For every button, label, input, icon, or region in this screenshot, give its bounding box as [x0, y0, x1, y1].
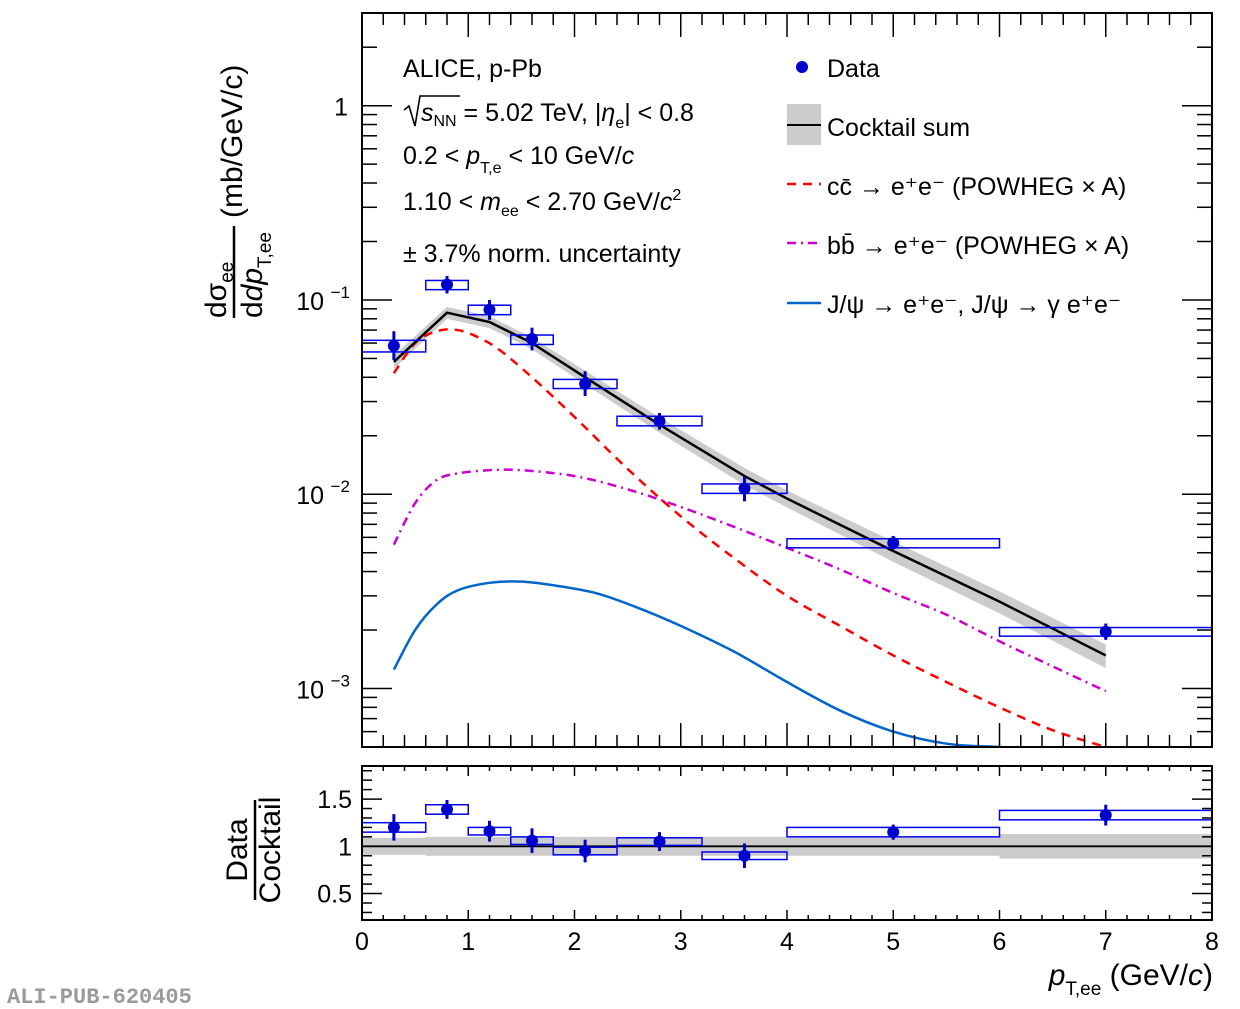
ylabel-num: dσ: [200, 282, 233, 318]
data-points: [361, 275, 1213, 640]
x-axis-title: pT,ee (GeV/c): [1048, 959, 1213, 1000]
data-marker: [653, 415, 666, 428]
data-point: [361, 331, 427, 361]
x-tick-label: 1: [461, 928, 475, 956]
ratio-point: [786, 824, 1001, 840]
x-tick-label: 5: [886, 928, 900, 956]
annotation-electron-pt: 0.2 < pT,e < 10 GeV/c: [403, 142, 635, 177]
data-marker: [441, 278, 453, 291]
data-point: [425, 275, 469, 294]
ratio-y-tick-label: 1: [338, 833, 352, 861]
ratio-point: [425, 800, 469, 819]
y-tick-exponent: −1: [331, 283, 350, 302]
y-tick-exponent: −2: [331, 477, 350, 496]
ratio-uncertainty-band: [362, 834, 1212, 859]
ylabel-den-sub: T,ee: [255, 232, 276, 268]
svg-text:bb̄ → e⁺e⁻ (POWHEG × A): bb̄ → e⁺e⁻ (POWHEG × A): [827, 232, 1129, 260]
annotation-energy: sNN = 5.02 TeV, |ηe| < 0.8: [403, 95, 694, 132]
data-marker: [738, 482, 751, 495]
annotation-block: ALICE, p-Pb sNN = 5.02 TeV, |ηe| < 0.8 0…: [403, 55, 694, 268]
data-point: [552, 371, 618, 397]
ratio-marker: [526, 834, 538, 847]
ratio-data-points: [361, 800, 1213, 869]
ratio-point: [467, 820, 512, 842]
annotation-experiment: ALICE, p-Pb: [403, 55, 542, 83]
ratio-marker: [738, 849, 751, 862]
ratio-point: [510, 828, 554, 853]
y-tick-label: 10: [296, 482, 324, 510]
jpsi-curve: [392, 580, 1023, 747]
svg-text:Cocktail sum: Cocktail sum: [827, 114, 970, 142]
data-marker: [1099, 625, 1112, 638]
svg-text:ddpT,ee: ddpT,ee: [236, 232, 276, 318]
data-marker: [579, 377, 592, 390]
x-tick-label: 6: [993, 928, 1007, 956]
ratio-point: [701, 843, 788, 869]
x-tick-label: 3: [674, 928, 688, 956]
ratio-point: [361, 814, 427, 841]
y-tick-exponent: −3: [331, 672, 350, 691]
svg-text:dσee: dσee: [200, 262, 238, 318]
svg-text:J/ψ → e⁺e⁻, J/ψ → γ e⁺e⁻: J/ψ → e⁺e⁻, J/ψ → γ e⁺e⁻: [827, 291, 1121, 319]
ylabel-den: dp: [236, 268, 269, 301]
top-panel-axes: 1 10 −1 10 −2 10 −3: [296, 12, 1213, 748]
ratio-marker: [579, 845, 592, 858]
top-y-axis-label: dσee ddpT,ee (mb/GeV/c): [200, 65, 276, 318]
sqrt-symbol: [403, 95, 460, 127]
svg-text:cc̄ → e⁺e⁻ (POWHEG × A): cc̄ → e⁺e⁻ (POWHEG × A): [827, 173, 1126, 201]
legend: Data Cocktail sum cc̄ → e⁺e⁻ (POWHEG × A…: [787, 55, 1129, 319]
annotation-mass-range: 1.10 < mee < 2.70 GeV/c2: [403, 187, 681, 220]
legend-entry-cocktail: Cocktail sum: [787, 104, 970, 145]
ratio-label-den: Cocktail: [254, 797, 287, 904]
bbbar-curve: [392, 468, 1107, 693]
model-curves: [392, 311, 1107, 747]
legend-marker-data: [796, 61, 808, 73]
data-point: [510, 327, 554, 351]
x-tick-label: 7: [1099, 928, 1113, 956]
y-tick-label: 10: [296, 288, 324, 316]
x-tick-label: 2: [568, 928, 582, 956]
ylabel-den-d: d: [236, 301, 269, 318]
svg-text:sNN = 5.02 TeV, |ηe| < 0.8: sNN = 5.02 TeV, |ηe| < 0.8: [421, 99, 694, 132]
ratio-label-num: Data: [221, 818, 254, 882]
data-marker: [887, 537, 900, 550]
ratio-marker: [441, 803, 453, 816]
ylabel-unit: (mb/GeV/c): [216, 65, 249, 218]
ratio-marker: [387, 821, 400, 834]
legend-entry-ccbar: cc̄ → e⁺e⁻ (POWHEG × A): [787, 173, 1126, 201]
annotation-norm-uncertainty: ± 3.7% norm. uncertainty: [403, 240, 681, 268]
ccbar-curve: [392, 328, 1107, 747]
data-marker: [387, 339, 400, 352]
ratio-point: [616, 832, 703, 852]
legend-entry-data: Data: [796, 55, 880, 83]
bottom-y-axis-label: Data Cocktail: [221, 797, 287, 904]
data-marker: [483, 303, 496, 316]
data-point: [786, 535, 1001, 550]
ratio-marker: [653, 835, 666, 848]
ratio-marker: [1099, 809, 1112, 822]
legend-entry-jpsi: J/ψ → e⁺e⁻, J/ψ → γ e⁺e⁻: [787, 291, 1121, 319]
data-point: [616, 412, 703, 430]
ratio-y-tick-label: 0.5: [317, 881, 352, 909]
y-tick-label: 10: [296, 677, 324, 705]
data-point: [467, 299, 512, 320]
y-tick-label: 1: [334, 94, 348, 122]
ratio-marker: [887, 826, 900, 839]
x-tick-label: 0: [355, 928, 369, 956]
data-marker: [526, 332, 538, 345]
ratio-y-tick-label: 1.5: [317, 786, 352, 814]
svg-text:Data: Data: [827, 55, 880, 83]
bottom-panel-axes: 0.5 1 1.5 0 1 2 3 4 5 6 7 8: [317, 765, 1219, 956]
ratio-marker: [483, 825, 496, 838]
x-tick-label: 8: [1205, 928, 1219, 956]
x-tick-label: 4: [780, 928, 794, 956]
ratio-point: [552, 839, 618, 863]
ratio-point: [998, 804, 1213, 826]
data-point: [701, 476, 788, 502]
publication-id-watermark: ALI-PUB-620405: [7, 985, 192, 1009]
legend-entry-bbbar: bb̄ → e⁺e⁻ (POWHEG × A): [787, 232, 1129, 260]
